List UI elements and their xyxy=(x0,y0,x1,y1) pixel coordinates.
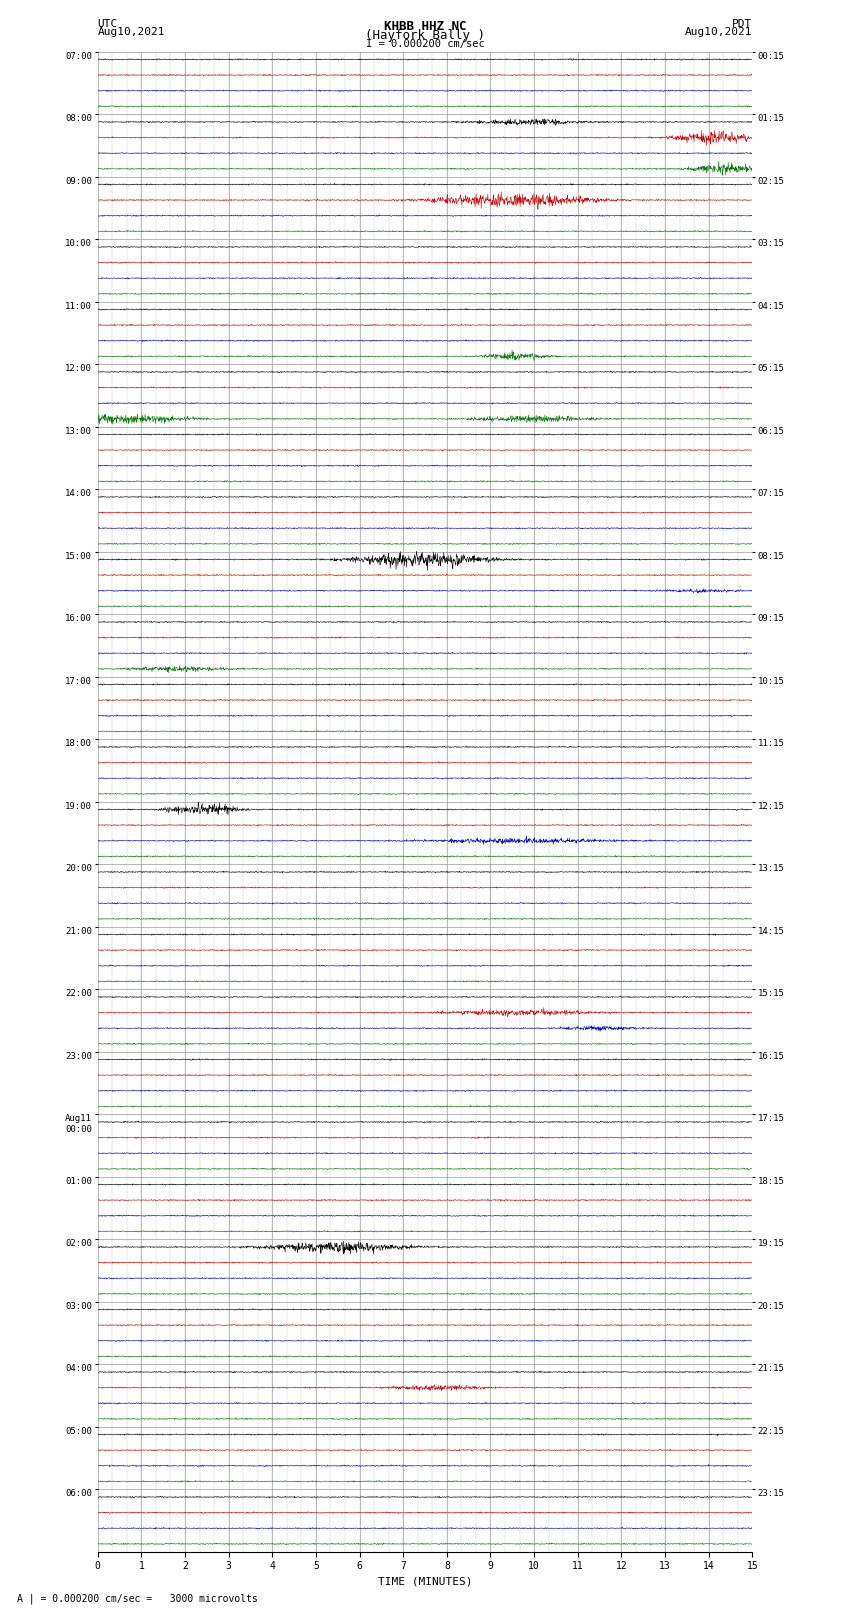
Text: KHBB HHZ NC: KHBB HHZ NC xyxy=(383,19,467,34)
Text: I = 0.000200 cm/sec: I = 0.000200 cm/sec xyxy=(366,39,484,48)
Text: Aug10,2021: Aug10,2021 xyxy=(685,27,752,37)
X-axis label: TIME (MINUTES): TIME (MINUTES) xyxy=(377,1578,473,1587)
Text: Aug10,2021: Aug10,2021 xyxy=(98,27,165,37)
Text: UTC: UTC xyxy=(98,18,118,29)
Text: PDT: PDT xyxy=(732,18,752,29)
Text: A | = 0.000200 cm/sec =   3000 microvolts: A | = 0.000200 cm/sec = 3000 microvolts xyxy=(17,1594,258,1603)
Text: (Hayfork Bally ): (Hayfork Bally ) xyxy=(365,29,485,42)
